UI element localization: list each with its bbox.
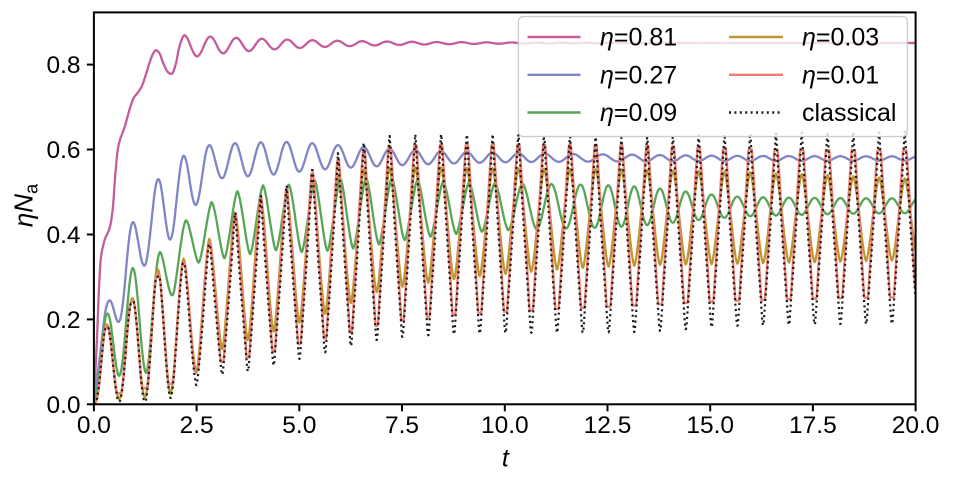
svg-text:η=0.27: η=0.27 xyxy=(600,61,677,89)
svg-text:10.0: 10.0 xyxy=(481,412,529,439)
svg-text:η=0.09: η=0.09 xyxy=(600,99,677,127)
svg-text:t: t xyxy=(502,445,510,473)
svg-text:7.5: 7.5 xyxy=(385,412,419,439)
svg-text:0.0: 0.0 xyxy=(77,412,111,439)
svg-text:12.5: 12.5 xyxy=(584,412,632,439)
svg-text:0.2: 0.2 xyxy=(46,307,80,334)
svg-text:η=0.03: η=0.03 xyxy=(802,24,879,52)
svg-text:0.6: 0.6 xyxy=(46,137,80,164)
svg-text:0.4: 0.4 xyxy=(46,222,80,249)
svg-text:ηNa: ηNa xyxy=(9,183,42,227)
svg-text:20.0: 20.0 xyxy=(892,412,940,439)
svg-text:17.5: 17.5 xyxy=(789,412,837,439)
svg-text:2.5: 2.5 xyxy=(180,412,214,439)
svg-text:5.0: 5.0 xyxy=(282,412,316,439)
svg-text:η=0.81: η=0.81 xyxy=(600,24,677,52)
svg-text:classical: classical xyxy=(802,99,896,127)
svg-text:0.8: 0.8 xyxy=(46,52,80,79)
svg-text:0.0: 0.0 xyxy=(46,392,80,419)
svg-text:15.0: 15.0 xyxy=(686,412,734,439)
svg-text:η=0.01: η=0.01 xyxy=(802,61,879,89)
